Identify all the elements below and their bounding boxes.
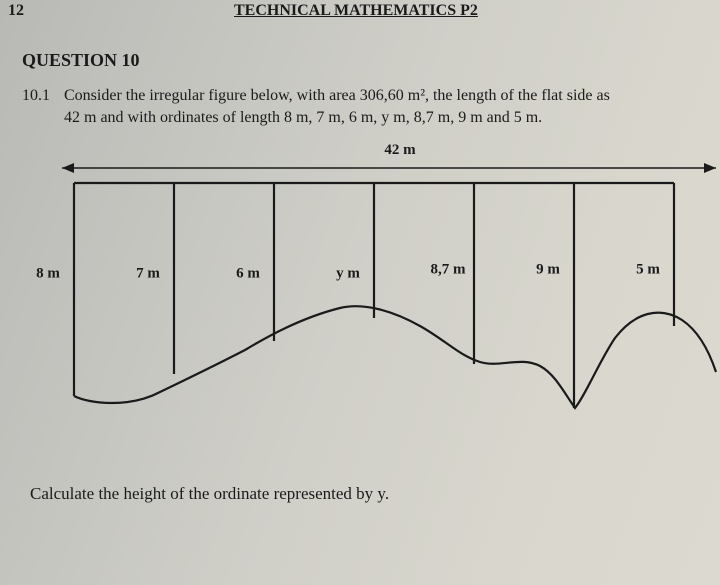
question-text: Consider the irregular figure below, wit… <box>64 85 720 128</box>
document-title: TECHNICAL MATHEMATICS P2 <box>234 2 478 20</box>
question-text-line1: Consider the irregular figure below, wit… <box>64 87 610 104</box>
ordinate-label: 7 m <box>136 266 160 283</box>
instruction-text: Calculate the height of the ordinate rep… <box>30 484 720 504</box>
ordinate-label: 5 m <box>636 262 660 279</box>
figure: 42 m 8 m7 m6 my m8,7 m9 m5 m <box>0 136 720 436</box>
question-heading: QUESTION 10 <box>22 50 720 71</box>
ordinate-label: 8 m <box>36 266 60 283</box>
figure-svg <box>0 136 720 436</box>
question-number: 10.1 <box>22 85 64 128</box>
ordinate-label: 6 m <box>236 266 260 283</box>
page-number: 12 <box>8 2 24 20</box>
ordinate-label: 9 m <box>536 262 560 279</box>
header-row: 12 TECHNICAL MATHEMATICS P2 <box>0 0 720 20</box>
question-body: 10.1 Consider the irregular figure below… <box>22 85 720 128</box>
ordinate-label: y m <box>336 266 360 283</box>
question-text-line2: 42 m and with ordinates of length 8 m, 7… <box>64 109 542 126</box>
ordinate-label: 8,7 m <box>431 262 466 279</box>
